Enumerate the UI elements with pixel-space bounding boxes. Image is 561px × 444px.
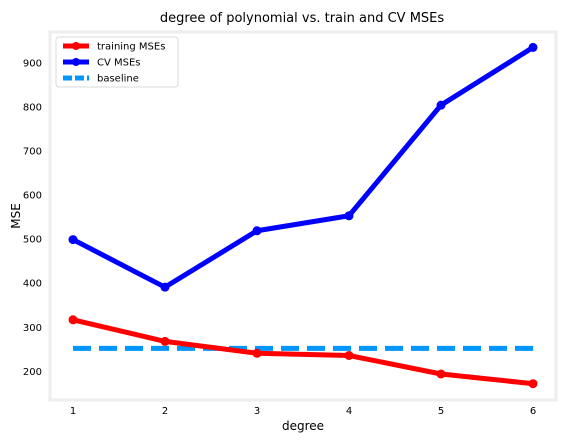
data-point [160,336,170,346]
series-cv-mses [68,42,538,292]
series-training-mses [68,315,538,389]
data-point [528,42,538,52]
data-point [252,348,262,358]
x-tick-label: 6 [530,406,536,417]
data-point [528,379,538,389]
data-point [344,211,354,221]
data-point [68,315,78,325]
y-tick-label: 200 [23,367,42,378]
x-tick-label: 2 [162,406,168,417]
legend-box [55,36,179,88]
legend-label: baseline [97,74,139,85]
y-tick-label: 800 [23,102,42,113]
y-tick-label: 400 [23,279,42,290]
data-point [344,350,354,360]
data-point [436,369,446,379]
y-tick-label: 300 [23,323,42,334]
y-tick-label: 900 [23,58,42,69]
y-tick-label: 500 [23,235,42,246]
legend: training MSEs CV MSEs baseline [55,36,179,88]
x-tick-label: 4 [346,406,352,417]
x-tick-label: 5 [438,406,444,417]
series-line [71,45,535,290]
legend-swatch-marker [72,58,80,66]
x-tick-label: 3 [254,406,260,417]
chart-title: degree of polynomial vs. train and CV MS… [160,11,445,26]
x-axis-label: degree [282,419,324,433]
y-tick-label: 600 [23,191,42,202]
series-layer [68,42,538,389]
legend-label: CV MSEs [97,58,141,69]
data-point [68,235,78,245]
data-point [252,226,262,236]
data-point [436,100,446,110]
plot-frame [48,30,558,402]
series-line [72,317,534,387]
legend-swatch-marker [72,42,80,50]
y-axis-label: MSE [9,203,23,229]
legend-label: training MSEs [97,42,165,53]
x-tick-label: 1 [70,406,76,417]
y-tick-label: 700 [23,146,42,157]
data-point [160,282,170,292]
ticks: 1 2 3 4 5 6 200 300 400 500 600 700 800 900 [23,58,536,417]
